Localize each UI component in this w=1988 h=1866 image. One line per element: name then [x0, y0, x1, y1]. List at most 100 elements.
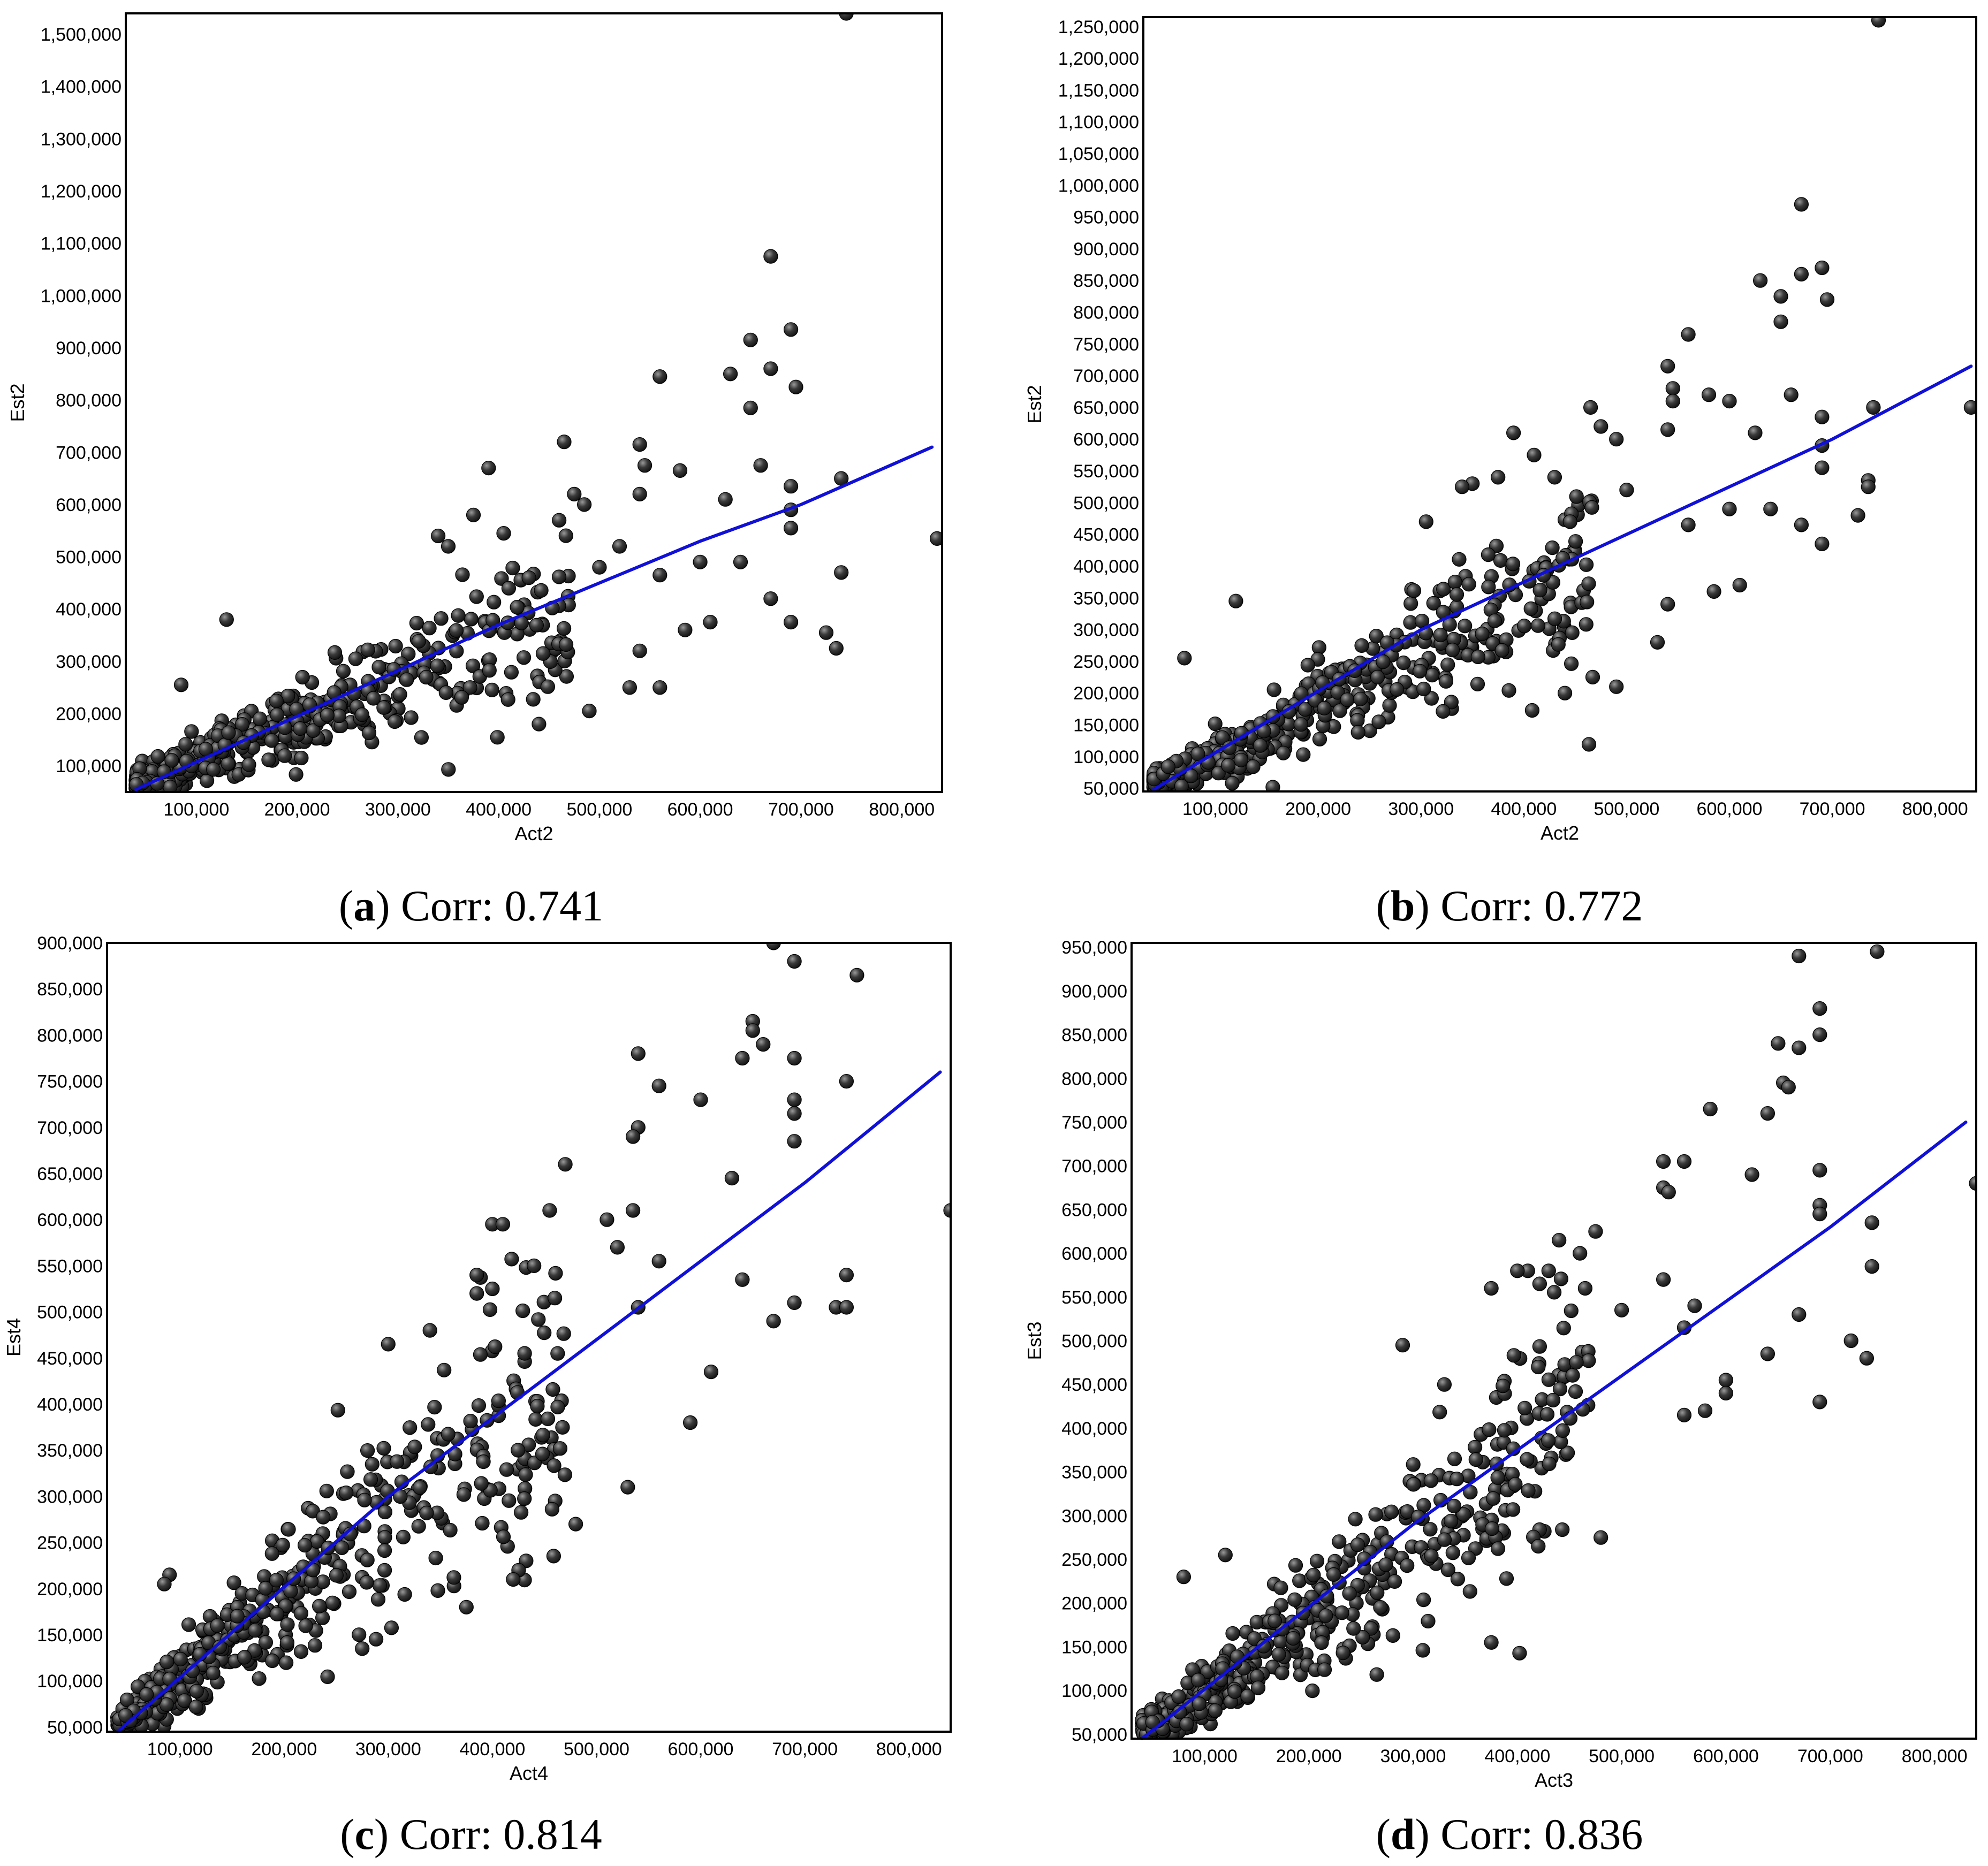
data-point: [1565, 625, 1580, 641]
data-point: [490, 730, 505, 745]
data-point: [269, 1606, 285, 1621]
data-point: [703, 614, 718, 630]
data-point: [270, 707, 285, 722]
data-point: [1552, 1233, 1567, 1248]
data-point: [1350, 1537, 1365, 1552]
data-point: [1564, 656, 1579, 671]
data-point: [1436, 704, 1451, 719]
y-axis-title: Est2: [1023, 385, 1045, 423]
data-point: [354, 707, 370, 722]
data-point: [1227, 1684, 1242, 1699]
caption-letter: b: [1391, 881, 1415, 930]
data-point: [320, 707, 335, 723]
data-point: [1286, 1631, 1301, 1646]
data-point: [1506, 425, 1521, 440]
y-tick-label: 1,100,000: [41, 234, 122, 254]
data-point: [428, 1550, 443, 1566]
data-point: [1288, 1558, 1303, 1573]
data-point: [330, 1403, 345, 1418]
data-point: [329, 1568, 344, 1583]
data-point: [1527, 447, 1542, 463]
caption-paren-open: (: [1376, 1810, 1391, 1859]
y-tick-label: 850,000: [1061, 1025, 1127, 1046]
data-point: [421, 1417, 436, 1432]
caption-letter: d: [1391, 1810, 1415, 1859]
data-point: [1456, 1507, 1471, 1522]
data-point: [1370, 669, 1385, 685]
data-point: [1871, 17, 1886, 28]
data-point: [446, 1570, 461, 1585]
data-point: [1440, 1562, 1455, 1578]
data-point: [1437, 1377, 1452, 1392]
data-point: [437, 1362, 452, 1377]
data-point: [352, 1627, 367, 1642]
data-point: [1267, 1613, 1283, 1628]
x-tick-label: 700,000: [768, 799, 834, 820]
data-point: [1416, 1593, 1431, 1608]
data-point: [1545, 1392, 1561, 1408]
data-point: [181, 1617, 196, 1632]
y-axis-title: Est4: [3, 1318, 25, 1357]
data-point: [1470, 649, 1485, 665]
data-point: [743, 400, 758, 415]
data-point: [221, 725, 236, 740]
data-point: [258, 1581, 273, 1596]
data-point: [1517, 619, 1532, 634]
data-point: [237, 1650, 252, 1665]
data-point: [788, 379, 803, 394]
data-point: [1481, 547, 1496, 562]
x-tick-label: 600,000: [667, 799, 733, 820]
data-point: [1406, 583, 1422, 598]
data-point: [173, 677, 189, 692]
data-point: [568, 1517, 583, 1532]
data-point: [839, 13, 854, 21]
x-tick-label: 400,000: [1484, 1746, 1550, 1766]
y-tick-label: 700,000: [1061, 1156, 1127, 1177]
data-point: [652, 369, 667, 384]
x-tick-label: 600,000: [1697, 799, 1763, 819]
data-point: [454, 690, 469, 705]
y-tick-label: 800,000: [1073, 303, 1139, 323]
y-tick-label: 300,000: [1061, 1506, 1127, 1526]
data-point: [1517, 1400, 1532, 1415]
data-point: [547, 1291, 563, 1306]
data-point: [1370, 1585, 1385, 1600]
data-point: [678, 622, 693, 637]
data-point: [839, 1300, 854, 1315]
data-point: [544, 1502, 560, 1517]
data-point: [1524, 703, 1539, 718]
data-point: [1656, 1154, 1671, 1169]
data-point: [359, 1575, 374, 1590]
y-tick-label: 1,500,000: [41, 25, 122, 45]
data-point: [157, 1576, 172, 1591]
x-tick-label: 500,000: [1594, 799, 1659, 819]
data-point: [1676, 1407, 1692, 1422]
data-point: [582, 703, 597, 719]
data-point: [1660, 597, 1675, 612]
data-point: [1395, 1338, 1410, 1353]
data-point: [1581, 576, 1596, 591]
data-point: [1355, 1630, 1370, 1645]
y-tick-label: 250,000: [1061, 1550, 1127, 1570]
data-point: [1382, 698, 1397, 713]
chart-panel-d: 100,000 200,000 300,000 400,000 500,000 600,0…: [1023, 938, 1977, 1859]
data-point: [1228, 593, 1243, 608]
data-point: [526, 692, 541, 707]
scatter-points: [128, 13, 942, 792]
data-point: [1446, 1498, 1462, 1513]
data-point: [376, 1441, 391, 1456]
data-point: [173, 1651, 188, 1667]
data-point: [1581, 1353, 1596, 1368]
data-point: [1287, 1592, 1302, 1607]
data-point: [1706, 584, 1721, 599]
y-tick-label: 1,300,000: [41, 129, 122, 149]
data-point: [1523, 601, 1538, 616]
y-tick-label: 600,000: [37, 1210, 103, 1230]
y-tick-label: 800,000: [56, 391, 122, 411]
data-point: [414, 730, 429, 745]
x-tick-label: 400,000: [1491, 799, 1557, 819]
data-point: [159, 1697, 174, 1712]
data-point: [1569, 1355, 1584, 1370]
data-point: [1812, 1395, 1827, 1410]
